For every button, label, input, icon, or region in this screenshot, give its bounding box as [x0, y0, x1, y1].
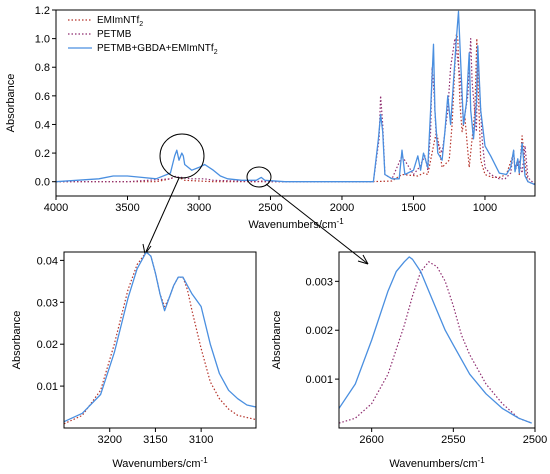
zoom-ch-y-tick-label: 0.04	[37, 255, 58, 267]
legend-label-petmb: PETMB	[97, 29, 132, 40]
zoom-2560-plot-frame	[338, 251, 536, 429]
zoom-ch-x-ticks: 3200 3150 3100	[97, 428, 213, 446]
zoom-ch-y-tick-label: 0.01	[37, 381, 58, 393]
main-legend: EMImNTf2 PETMB PETMB+GBDA+EMImNTf2	[68, 15, 218, 56]
main-x-ticks: 4000 3500 3000 2500 2000 1500 1000	[44, 196, 497, 214]
zoom-2560-x-ticks: 2600 2550 2500	[359, 428, 547, 446]
main-x-tick-label: 4000	[44, 202, 68, 214]
main-y-tick-label: 1.0	[35, 34, 50, 46]
main-y-tick-label: 0.2	[35, 148, 50, 160]
zoom-ch-x-axis-label: Wavenumbers/cm-1	[112, 456, 208, 470]
zoom-2560-series-petmb-line	[339, 261, 532, 424]
zoom-2560-x-tick-label: 2550	[441, 434, 465, 446]
main-x-tick-label: 2000	[330, 202, 354, 214]
main-y-tick-label: 0.6	[35, 91, 50, 103]
legend-label-blend: PETMB+GBDA+EMImNTf2	[97, 43, 218, 56]
zoom-ch-x-tick-label: 3100	[189, 434, 213, 446]
main-x-tick-label: 3000	[187, 202, 211, 214]
main-y-tick-label: 1.2	[35, 5, 50, 17]
main-plot-frame	[55, 9, 536, 197]
main-x-tick-label: 1500	[401, 202, 425, 214]
main-series-blend-line	[56, 10, 535, 186]
arrow-head-2560-zoom	[357, 254, 369, 265]
main-series-emim-line	[56, 33, 535, 186]
zoom-ch-y-tick-label: 0.02	[37, 339, 58, 351]
zoom-ch-plot-frame	[63, 251, 257, 429]
callout-ellipse-2560-region	[246, 166, 272, 188]
main-y-tick-label: 0.0	[35, 177, 50, 189]
main-x-tick-label: 2500	[258, 202, 282, 214]
arrow-to-2560-zoom	[265, 183, 369, 265]
zoom-2560-x-axis-label: Wavenumbers/cm-1	[389, 456, 485, 470]
zoom-2560-x-tick-label: 2500	[523, 434, 547, 446]
zoom-2560-y-axis-label: Absorbance	[271, 311, 283, 370]
main-y-tick-label: 0.4	[35, 119, 50, 131]
main-x-tick-label: 1000	[473, 202, 497, 214]
zoom-2560-y-tick-label: 0.003	[305, 276, 333, 288]
callout-ellipse-ch-region	[159, 133, 205, 179]
zoom-ch-series-emim-line	[64, 252, 256, 425]
main-y-axis-label: Absorbance	[5, 74, 17, 133]
main-y-ticks: 0.0 0.2 0.4 0.6 0.8 1.0 1.2	[35, 5, 56, 189]
main-spectrum-panel: 4000 3500 3000 2500 2000 1500 1000 0.00.20.40.…	[5, 5, 536, 231]
zoom-ch-y-axis-label: Absorbance	[11, 311, 23, 370]
zoom-2560-x-tick-label: 2600	[359, 434, 383, 446]
zoom-2560-series-blend-line	[339, 256, 532, 424]
zoom-2560-y-ticks: 0.001 0.002 0.003	[305, 276, 339, 386]
zoom-2560-curves	[339, 256, 532, 424]
arrow-to-ch-zoom	[144, 177, 180, 255]
zoom-ch-panel: 3200 3150 3100 0.01 0.02 0.03 0.04 Absorbance…	[11, 251, 257, 470]
zoom-ch-series-blend-line	[64, 252, 256, 423]
main-x-tick-label: 3500	[115, 202, 139, 214]
legend-label-emimntf2: EMImNTf2	[97, 15, 143, 28]
zoom-ch-x-tick-label: 3150	[143, 434, 167, 446]
zoom-ch-x-tick-label: 3200	[97, 434, 121, 446]
main-x-axis-label: Wavenumbers/cm-1	[248, 217, 344, 231]
zoom-2560-y-tick-label: 0.001	[305, 374, 333, 386]
zoom-ch-curves	[64, 252, 256, 425]
zoom-ch-y-ticks: 0.01 0.02 0.03 0.04	[37, 255, 64, 393]
main-spectrum-curves	[56, 10, 535, 186]
main-series-petmb-line	[56, 38, 535, 186]
zoom-ch-y-tick-label: 0.03	[37, 297, 58, 309]
main-y-tick-label: 0.8	[35, 62, 50, 74]
zoom-2560-y-tick-label: 0.002	[305, 325, 333, 337]
